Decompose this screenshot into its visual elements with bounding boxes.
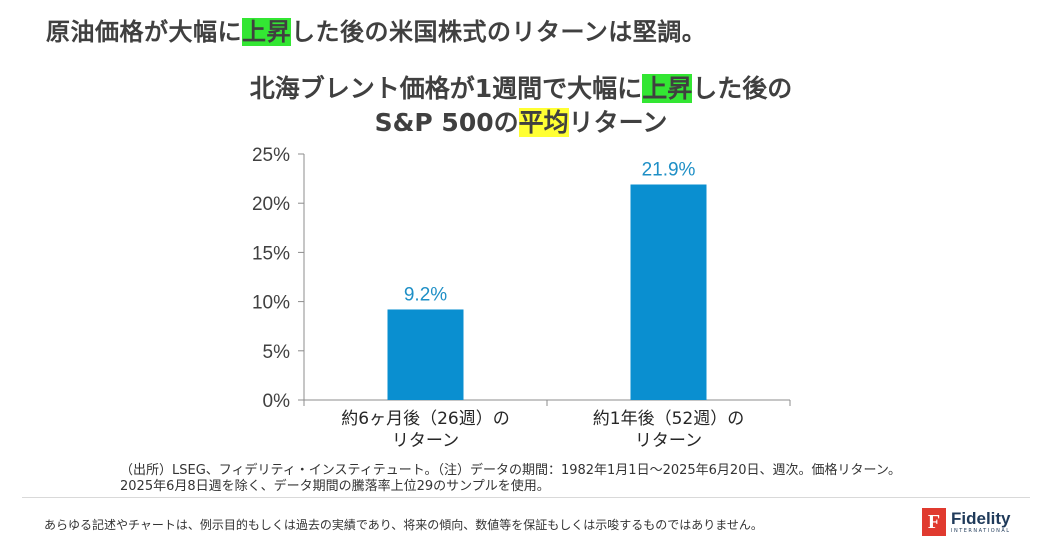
page-headline: 原油価格が大幅に上昇した後の米国株式のリターンは堅調。	[46, 12, 706, 47]
chart-title-highlight-2: 平均	[518, 108, 569, 137]
source-note-line-1: （出所）LSEG、フィデリティ・インスティテュート。（注）データの期間：1982…	[120, 463, 902, 478]
y-tick-label: 5%	[263, 342, 291, 363]
x-category-label: 約6ヶ月後（26週）の	[341, 409, 509, 429]
y-tick-label: 0%	[263, 391, 291, 412]
disclaimer-text: あらゆる記述やチャートは、例示目的もしくは過去の実績であり、将来の傾向、数値等を…	[44, 518, 763, 532]
x-category-label: リターン	[635, 431, 702, 451]
headline-text-2: した後の米国株式のリターンは堅調。	[291, 18, 707, 46]
fidelity-logo-name: Fidelity	[951, 509, 1011, 528]
x-category-label: リターン	[392, 431, 459, 451]
chart-title: 北海ブレント価格が1週間で大幅に上昇した後の S&P 500の平均リターン	[0, 72, 1042, 140]
fidelity-logo: F Fidelity INTERNATIONAL	[922, 508, 1011, 536]
chart-title-text-4: リターン	[568, 108, 668, 137]
source-note: （出所）LSEG、フィデリティ・インスティテュート。（注）データの期間：1982…	[120, 463, 901, 495]
chart-title-line-2: S&P 500の平均リターン	[0, 106, 1042, 140]
footer-divider	[22, 497, 1030, 498]
chart-title-text-3: S&P 500の	[374, 108, 519, 137]
chart-title-text-2: した後の	[692, 74, 793, 103]
bar	[387, 309, 464, 400]
bar-value-label: 21.9%	[642, 160, 696, 181]
source-note-line-2: 2025年6月8日週を除く、データ期間の騰落率上位29のサンプルを使用。	[120, 479, 550, 494]
bar-value-label: 9.2%	[404, 284, 447, 305]
bar	[630, 184, 707, 400]
y-tick-label: 25%	[252, 145, 290, 166]
y-tick-label: 20%	[252, 194, 290, 215]
y-tick-label: 15%	[252, 243, 290, 264]
fidelity-logo-sub: INTERNATIONAL	[951, 528, 1011, 534]
chart-title-highlight-1: 上昇	[642, 74, 693, 103]
fidelity-logo-mark: F	[922, 508, 946, 536]
headline-highlight: 上昇	[242, 18, 291, 46]
chart-title-line-1: 北海ブレント価格が1週間で大幅に上昇した後の	[0, 72, 1042, 106]
headline-text-1: 原油価格が大幅に	[46, 18, 242, 46]
chart-title-text-1: 北海ブレント価格が1週間で大幅に	[249, 74, 643, 103]
x-category-label: 約1年後（52週）の	[593, 409, 744, 429]
y-tick-label: 10%	[252, 293, 290, 314]
